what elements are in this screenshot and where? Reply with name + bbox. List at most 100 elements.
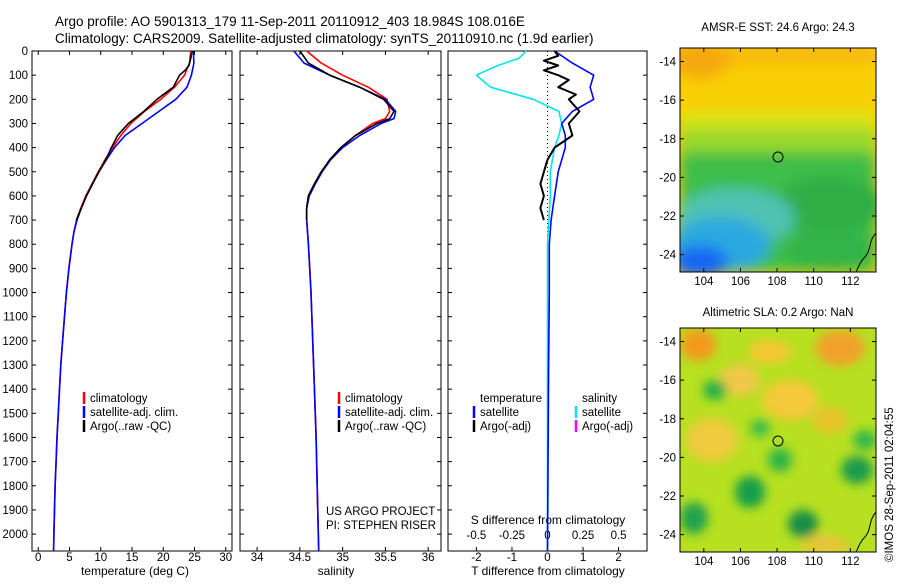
salinity-xlabel: salinity: [318, 564, 355, 578]
legend-label-climatology: climatology: [345, 393, 403, 405]
sla-map-title: Altimetric SLA: 0.2 Argo: NaN: [703, 307, 854, 319]
salinity-argo-line: [299, 50, 395, 221]
sst-map-title: AMSR-E SST: 24.6 Argo: 24.3: [701, 22, 854, 34]
temperature-xlabel: temperature (deg C): [81, 564, 189, 578]
difference-t-satellite-line: [546, 50, 595, 552]
legend-label-satellite: satellite-adj. clim.: [345, 407, 433, 419]
temperature-ytick-label: 700: [9, 215, 28, 227]
legend-label-argo: Argo(..raw -QC): [90, 421, 171, 433]
difference-t-xtick-label: -1: [507, 552, 517, 564]
sla-argo-marker: [772, 435, 784, 447]
sla-xtick-label: 110: [805, 556, 823, 568]
sst-map-frame: [679, 47, 877, 273]
temperature-ytick-label: 1700: [2, 457, 28, 469]
temperature-ytick-label: 1800: [2, 481, 28, 493]
temperature-ytick-label: 500: [9, 167, 28, 179]
salinity-chart: salinity climatology satellite-adj. clim…: [239, 50, 442, 578]
temperature-xtick-label: 20: [157, 552, 170, 564]
legend-heading-salinity: salinity: [582, 393, 617, 405]
temperature-ytick-label: 2000: [2, 529, 28, 541]
sla-xtick-label: 112: [841, 556, 859, 568]
sst-field: [680, 48, 876, 272]
sst-xtick-label: 110: [805, 276, 823, 288]
salinity-xtick-label: 35: [336, 552, 349, 564]
sst-ytick-label: -16: [659, 95, 676, 107]
temperature-ytick-label: 600: [9, 191, 28, 203]
t-difference-xlabel: T difference from climatology: [471, 564, 625, 578]
sst-ytick-label: -20: [659, 172, 676, 184]
sla-coastline: [855, 511, 877, 553]
temperature-xtick-label: 0: [35, 552, 41, 564]
salinity-xtick-label: 35.5: [374, 552, 396, 564]
temperature-ytick-label: 200: [9, 94, 28, 106]
salinity-legend: climatology satellite-adj. clim. Argo(..…: [337, 392, 433, 433]
sst-ytick-label: -18: [659, 134, 676, 146]
difference-s-xtick-label: 0.5: [611, 530, 627, 542]
temperature-xtick-label: 5: [66, 552, 72, 564]
sst-ytick-label: -22: [659, 211, 676, 223]
temperature-xtick-label: 30: [219, 552, 232, 564]
salinity-xtick-label: 34: [251, 552, 264, 564]
sst-xtick-label: 112: [841, 276, 859, 288]
sst-xtick-label: 108: [767, 276, 786, 288]
sla-ytick-label: -24: [659, 530, 676, 542]
legend-label-s-argo: Argo(-adj): [582, 421, 633, 433]
temperature-ytick-label: 400: [9, 143, 28, 155]
temperature-argo-line: [75, 50, 193, 221]
temperature-ytick-label: 1100: [3, 312, 28, 324]
sla-ytick-label: -16: [659, 375, 676, 387]
sla-xtick-label: 106: [731, 556, 750, 568]
difference-legend: temperature satellite Argo(-adj) salinit…: [472, 393, 633, 433]
temperature-legend: climatology satellite-adj. clim. Argo(..…: [82, 392, 178, 433]
temperature-ytick-label: 100: [9, 70, 28, 82]
difference-s-xtick-label: 0.25: [572, 530, 594, 542]
sla-xtick-label: 104: [694, 556, 714, 568]
salinity-axes-frame: [239, 50, 442, 552]
temperature-ytick-label: 1500: [2, 408, 28, 420]
difference-s-xtick-label: -0.5: [467, 530, 487, 542]
sst-coastline: [855, 232, 877, 273]
temperature-climatology-line: [52, 50, 192, 552]
difference-chart: S difference from climatology T differen…: [447, 50, 648, 578]
salinity-satellite-line: [293, 50, 397, 552]
temperature-ytick-label: 1600: [2, 432, 28, 444]
sla-ytick-label: -22: [659, 491, 676, 503]
temperature-xtick-label: 25: [188, 552, 201, 564]
temperature-ytick-label: 1300: [2, 360, 28, 372]
sla-xtick-label: 108: [767, 556, 786, 568]
temperature-ytick-label: 0: [22, 46, 28, 58]
temperature-ytick-label: 800: [9, 239, 28, 251]
legend-label-t-satellite: satellite: [480, 407, 519, 419]
sla-ytick-label: -20: [659, 452, 676, 464]
temperature-ytick-label: 300: [9, 118, 28, 130]
sla-ytick-label: -14: [659, 337, 676, 349]
legend-label-t-argo: Argo(-adj): [480, 421, 531, 433]
sla-map: Altimetric SLA: 0.2 Argo: NaN: [659, 307, 877, 568]
sst-xtick-label: 106: [731, 276, 750, 288]
salinity-xtick-label: 36: [422, 552, 435, 564]
timestamp-stamp: ©IMOS 28-Sep-2011 02:04:55: [884, 407, 896, 562]
difference-t-xtick-label: 1: [580, 552, 586, 564]
difference-s-xtick-label: -0.25: [499, 530, 525, 542]
sst-xtick-label: 104: [694, 276, 714, 288]
legend-label-s-satellite: satellite: [582, 407, 621, 419]
project-annotation: US ARGO PROJECT: [326, 506, 435, 518]
temperature-axes-frame: [31, 50, 233, 552]
difference-t-xtick-label: -2: [471, 552, 481, 564]
temperature-satellite-line: [52, 50, 195, 552]
sst-ytick-label: -24: [659, 250, 676, 262]
pi-annotation: PI: STEPHEN RISER: [326, 520, 436, 532]
difference-s-satellite-line: [475, 50, 563, 551]
temperature-xtick-label: 15: [126, 552, 139, 564]
sst-argo-marker: [772, 151, 784, 163]
header-line-1: Argo profile: AO 5901313_179 11-Sep-2011…: [55, 14, 525, 29]
temperature-ytick-label: 1000: [2, 288, 28, 300]
difference-t-argo-line: [539, 50, 581, 221]
temperature-ytick-label: 1900: [2, 505, 28, 517]
sst-map: AMSR-E SST: 24.6 Argo: 24.3 104 106 108 110…: [659, 22, 877, 288]
legend-label-climatology: climatology: [90, 393, 148, 405]
sst-ytick-label: -14: [659, 57, 676, 69]
salinity-xtick-label: 34.5: [289, 552, 311, 564]
sla-field: [680, 328, 876, 552]
